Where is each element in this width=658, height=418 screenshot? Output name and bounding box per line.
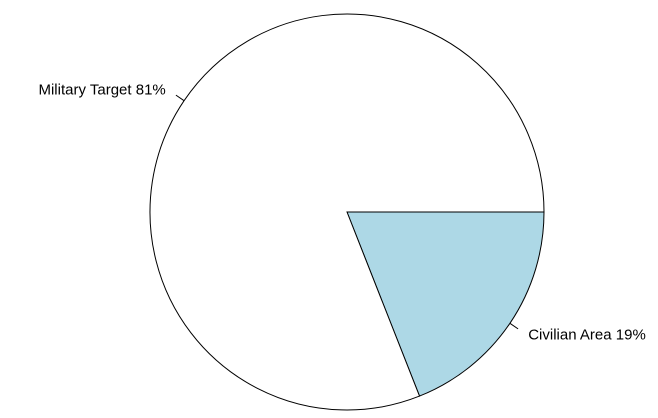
labels-layer: Civilian Area 19% Military Target 81% [38,82,645,344]
label-tick-civilian-area [509,322,519,330]
pie-slice-military-target [149,13,545,411]
pie-slice-civilian-area [346,211,545,397]
slice-label-civilian-area: Civilian Area 19% [528,326,646,343]
slice-label-military-target: Military Target 81% [38,82,165,99]
slices-layer [149,13,545,411]
label-ticks-layer [175,94,519,330]
label-tick-military-target [175,94,185,102]
